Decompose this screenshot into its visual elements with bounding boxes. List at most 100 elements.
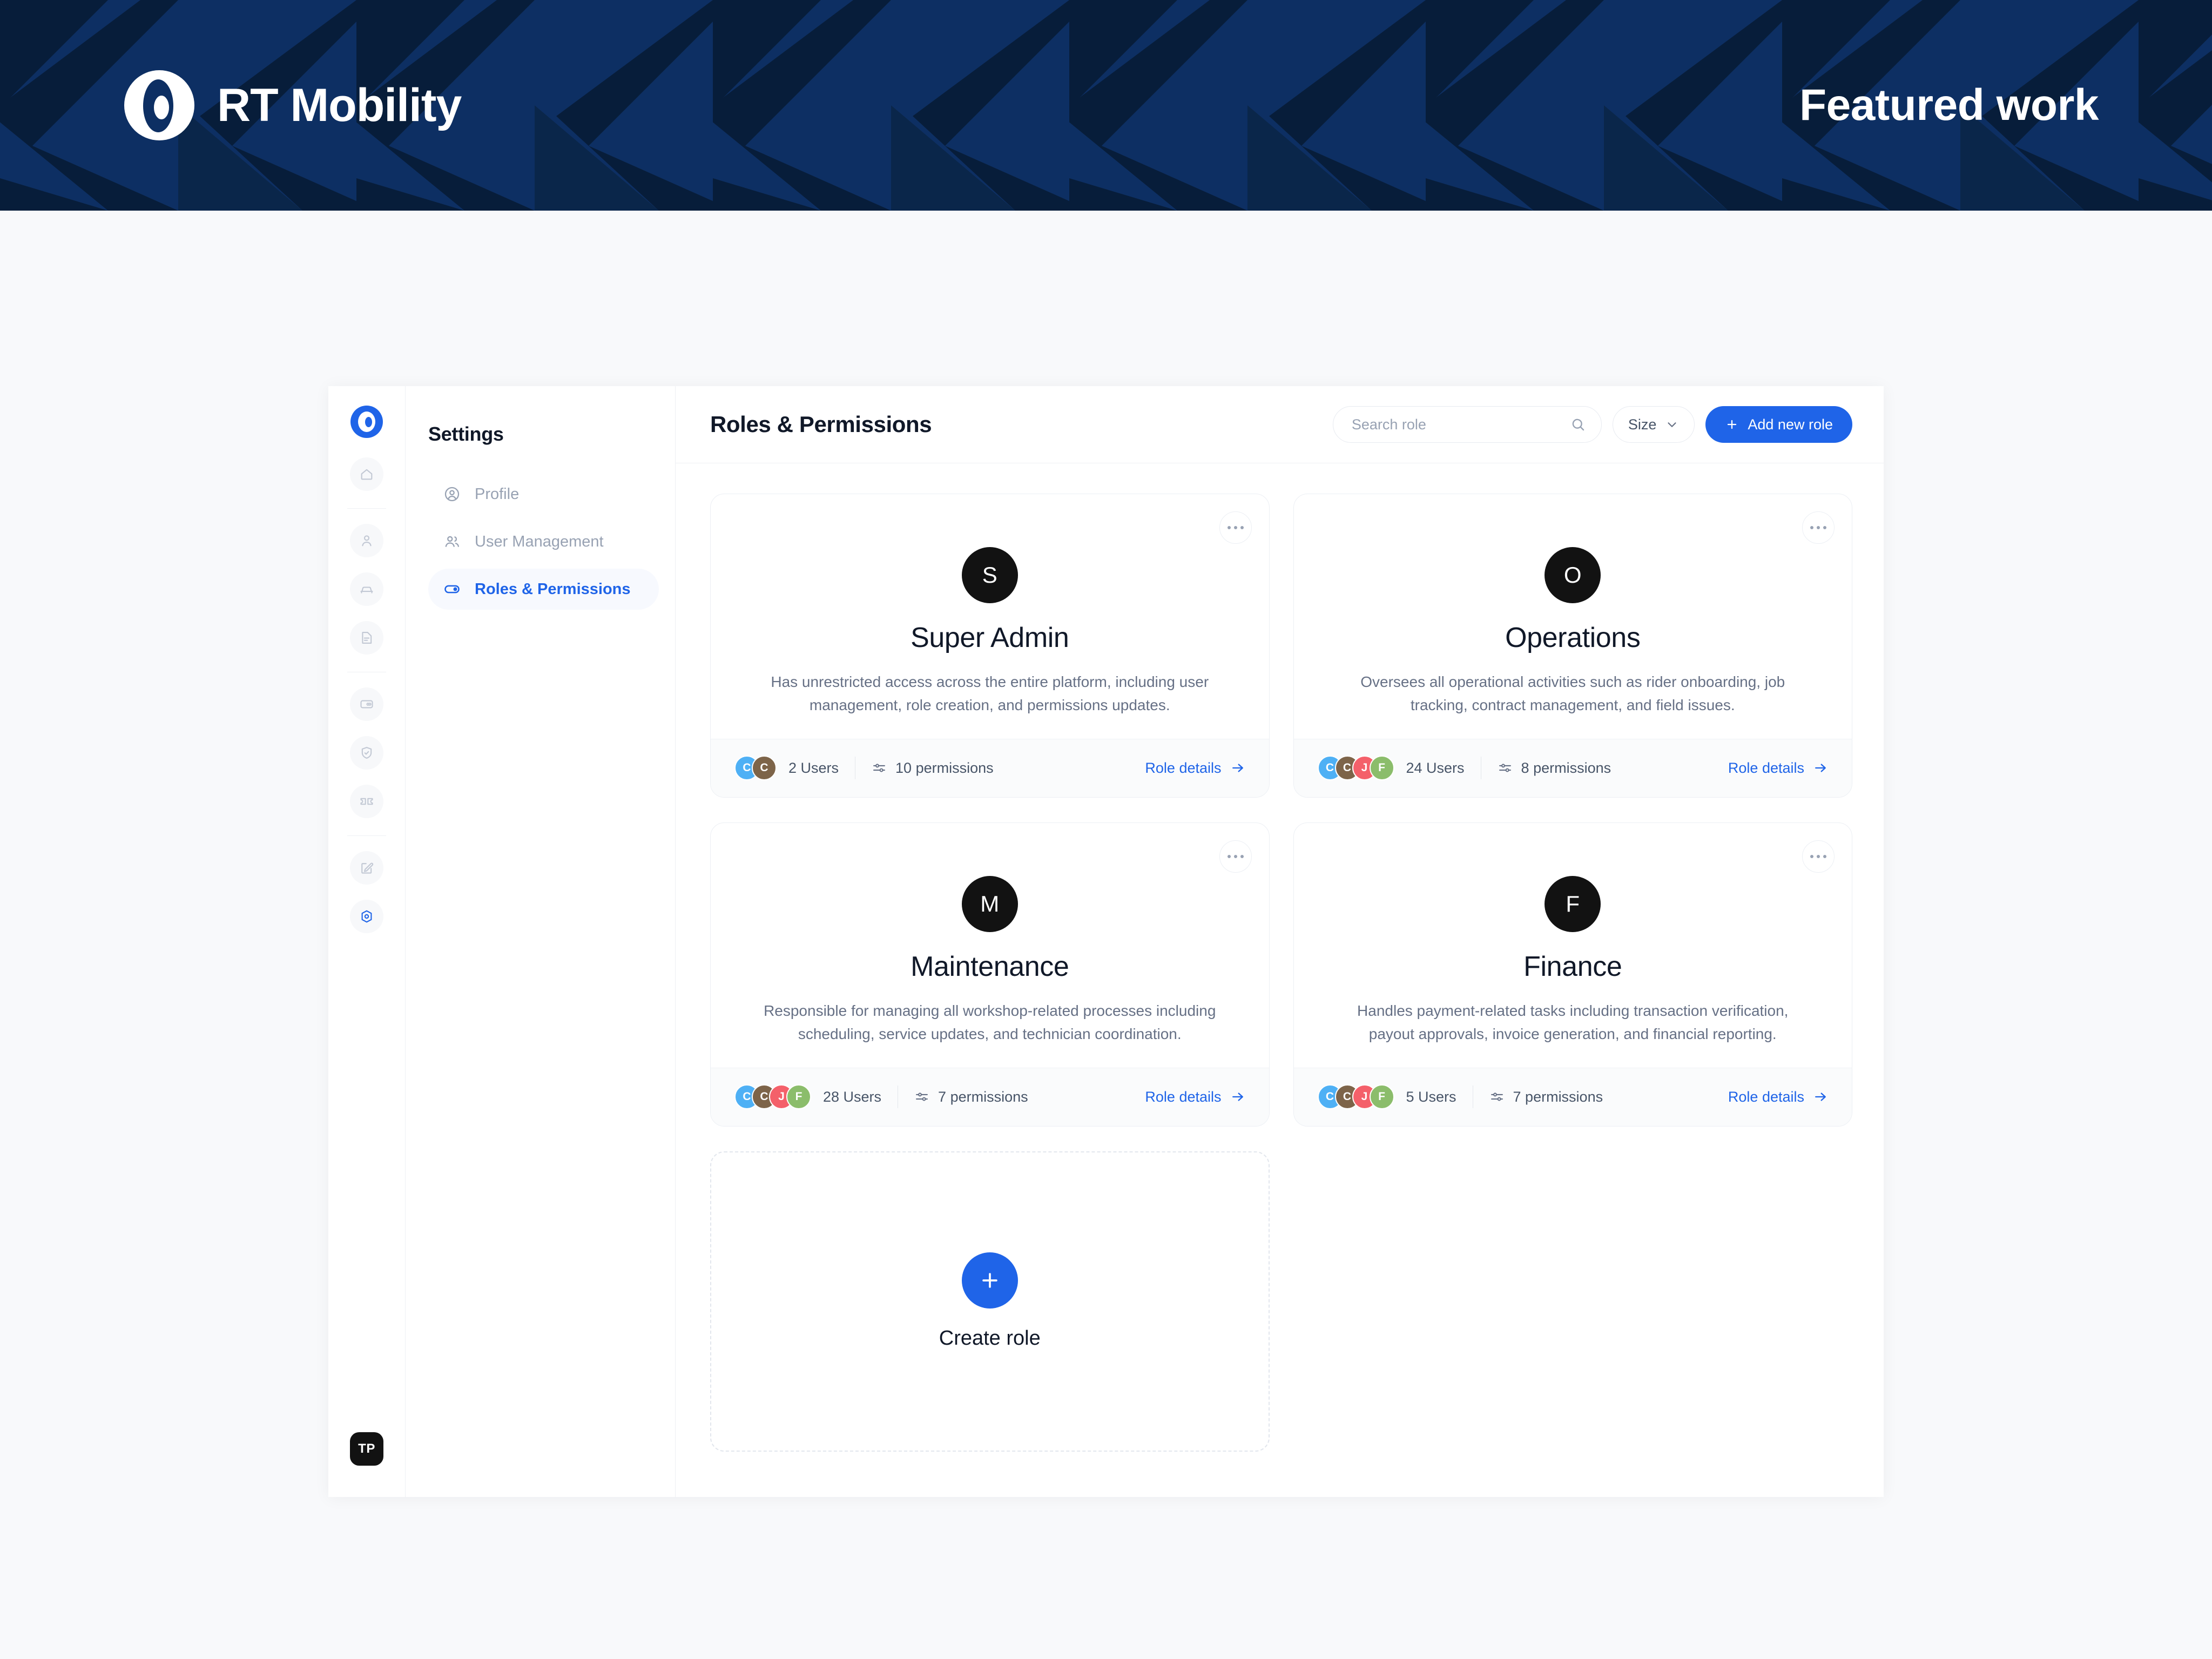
main-panel: Roles & Permissions Size [676,386,1884,1497]
shield-check-icon [361,747,372,759]
plus-icon [982,1273,997,1288]
users-count: 5 Users [1406,1088,1456,1105]
permissions-count: 7 permissions [1513,1088,1603,1105]
arrow-right-icon [1815,764,1826,772]
users-group: C C J F 24 Users [1317,756,1465,781]
toggle-icon [444,585,460,594]
dot [1240,526,1244,529]
card-menu-button[interactable] [1219,840,1252,873]
create-role-plus-button[interactable] [961,1252,1018,1309]
rail-item-riders[interactable] [350,524,383,557]
header-tools: Size Add new role [1332,406,1852,443]
featured-work-banner: RT Mobility Featured work [0,0,2212,211]
role-initial-avatar: M [961,875,1018,932]
role-details-link[interactable]: Role details [1145,1089,1245,1105]
permissions-group: 10 permissions [872,760,994,777]
search-box[interactable] [1332,406,1602,443]
rail-item-vehicles[interactable] [350,572,383,606]
rail-item-compose[interactable] [350,851,383,885]
permissions-group: 7 permissions [1489,1089,1603,1105]
role-details-link[interactable]: Role details [1728,1089,1828,1105]
rail-item-home[interactable] [350,457,383,491]
role-name: Finance [1523,950,1622,982]
role-name: Maintenance [911,950,1069,982]
rt-mobility-logo-icon [124,70,194,140]
page-title: Roles & Permissions [710,412,932,437]
chevron-down-icon [1668,422,1676,427]
users-count: 2 Users [788,759,839,776]
users-count: 28 Users [823,1088,882,1105]
create-role-card[interactable]: Create role [710,1151,1270,1452]
sliders-icon [1491,1092,1503,1101]
sidebar-item-profile[interactable]: Profile [428,474,659,515]
role-card-operations[interactable]: O Operations Oversees all operational ac… [1293,494,1852,798]
member-avatar: F [1369,756,1394,781]
permissions-count: 8 permissions [1521,759,1611,776]
role-card-finance[interactable]: F Finance Handles payment-related tasks … [1293,822,1852,1127]
role-description: Responsible for managing all workshop-re… [764,1002,1216,1043]
rail-item-payments[interactable] [350,687,383,721]
brand-lockup: RT Mobility [124,70,462,140]
users-group: C C J F 5 Users [1317,1084,1456,1110]
gear-hex-icon [361,910,372,923]
role-card-super-admin[interactable]: S Super Admin Has unrestricted access ac… [710,494,1270,798]
card-body: F Finance Handles payment-related tasks … [1294,823,1852,1068]
icon-rail: TP [328,386,406,1497]
card-icon [360,700,373,709]
user-avatar[interactable]: TP [350,1432,383,1466]
dot [1810,526,1813,529]
sliders-icon [873,764,885,772]
permissions-count: 7 permissions [938,1088,1028,1105]
card-menu-button[interactable] [1802,511,1835,544]
banner-tagline: Featured work [1799,80,2099,130]
roles-grid: S Super Admin Has unrestricted access ac… [710,494,1852,1452]
card-body: M Maintenance Responsible for managing a… [711,823,1269,1068]
role-card-maintenance[interactable]: M Maintenance Responsible for managing a… [710,822,1270,1127]
main-header: Roles & Permissions Size [676,386,1884,463]
user-icon [362,535,372,547]
dot [1227,854,1231,858]
rail-divider [347,835,386,836]
banner-pattern [0,0,2212,211]
size-select-label: Size [1628,416,1657,433]
card-body: S Super Admin Has unrestricted access ac… [711,494,1269,739]
role-description: Oversees all operational activities such… [1360,673,1785,714]
card-footer: C C 2 Users 10 permissions [711,738,1269,797]
sidebar-item-roles-permissions[interactable]: Roles & Permissions [428,569,659,610]
rail-item-settings[interactable] [350,900,383,933]
create-role-label: Create role [939,1327,1041,1350]
sidebar-item-user-management[interactable]: User Management [428,521,659,562]
dot [1233,854,1237,858]
role-details-link[interactable]: Role details [1145,760,1245,777]
role-initial-avatar: F [1545,875,1601,932]
rail-item-tickets[interactable] [350,785,383,818]
add-new-role-button[interactable]: Add new role [1705,406,1852,443]
card-menu-button[interactable] [1219,511,1252,544]
brand-name: RT Mobility [217,79,462,131]
app-logo-icon[interactable] [350,406,383,438]
search-input[interactable] [1351,416,1564,433]
size-select[interactable]: Size [1612,406,1695,443]
dot [1823,854,1826,858]
rail-item-documents[interactable] [350,621,383,655]
dot [1817,526,1820,529]
role-details-link[interactable]: Role details [1728,760,1828,777]
user-circle-icon [444,487,460,502]
arrow-right-icon [1815,1092,1826,1101]
app-window: TP Settings Profile User Management [328,386,1884,1497]
avatar-stack: C C J F [1317,756,1394,781]
rail-item-insurance[interactable] [350,736,383,770]
sidebar-item-label: User Management [475,532,604,550]
card-footer: C C J F 24 Users [1293,738,1852,797]
settings-title: Settings [428,423,504,445]
add-new-role-label: Add new role [1748,416,1833,433]
role-initial-avatar: O [1545,547,1601,603]
permissions-group: 8 permissions [1498,760,1611,777]
roles-grid-area: S Super Admin Has unrestricted access ac… [676,463,1884,1497]
dot [1817,854,1820,858]
member-avatar: F [1369,1084,1394,1110]
role-details-label: Role details [1145,1088,1222,1105]
avatar-stack: C C [734,756,777,781]
users-icon [445,536,459,547]
card-menu-button[interactable] [1802,840,1835,873]
